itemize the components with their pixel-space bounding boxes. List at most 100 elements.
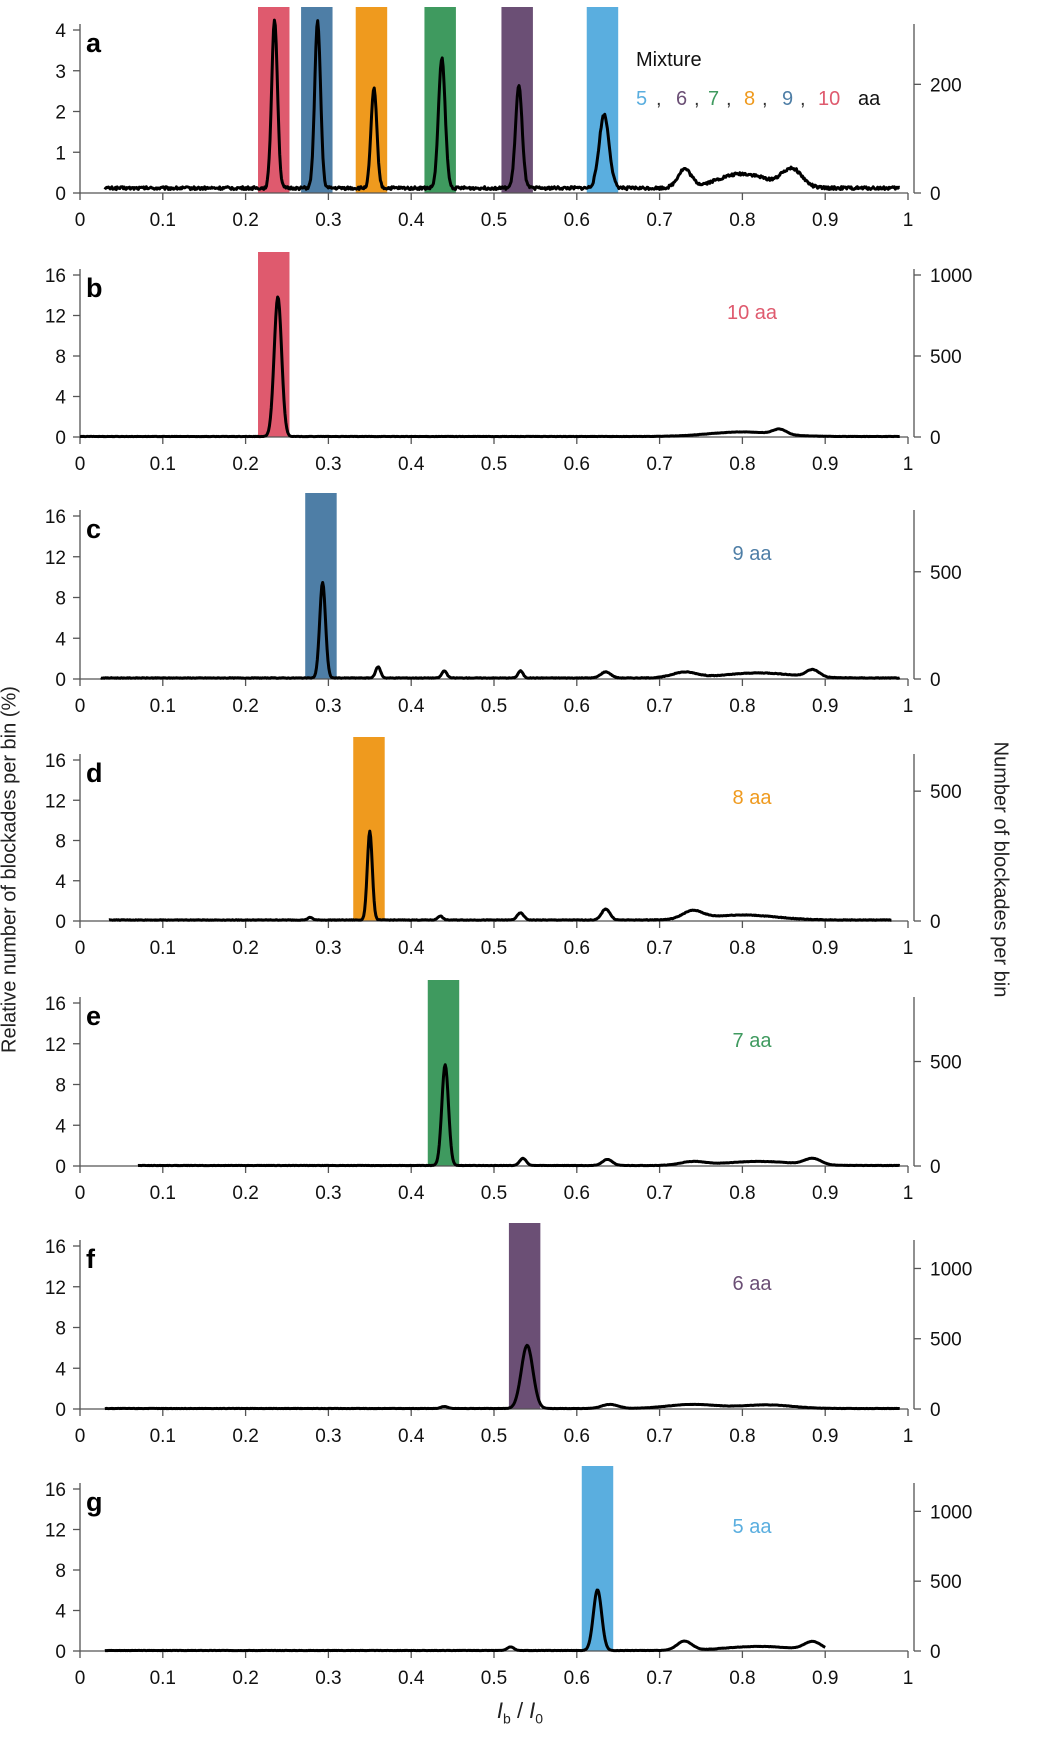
x-axis-title-i2: I [529,1698,536,1723]
x-tick-label: 0.7 [646,1426,672,1447]
panel-d: 0 4 8 12 16 0 500 0 0.1 0.2 0.3 0.4 0.5 0.6 0.7 0.8 0.9 1… [45,737,962,959]
x-tick-label: 0.4 [398,210,425,231]
trace-line [100,580,901,680]
left-y-tick-label: 4 [55,1359,66,1380]
panel-label: 9 aa [733,543,773,565]
band-5aa [586,7,619,193]
x-tick-label: 0.2 [232,210,258,231]
x-tick-label: 0.7 [646,454,672,475]
x-tick-label: 1 [903,696,914,717]
x-tick-label: 0.2 [232,454,258,475]
x-tick-label: 0.7 [646,938,672,959]
x-tick-label: 1 [903,1668,914,1689]
x-tick-label: 0.9 [812,1183,838,1204]
x-tick-label: 0.9 [812,1426,838,1447]
left-y-tick-label: 1 [55,143,66,164]
right-y-tick-label: 500 [930,1053,962,1074]
left-y-tick-label: 4 [55,1116,66,1137]
left-y-tick-label: 16 [45,1480,66,1501]
right-y-tick-label: 500 [930,1572,962,1593]
trace-line [104,1343,901,1411]
x-tick-label: 0.1 [150,696,176,717]
panel-letter: b [86,273,103,303]
trace-line [108,829,893,922]
x-tick-label: 0.1 [150,1426,176,1447]
x-tick-label: 0.6 [564,1183,590,1204]
x-tick-label: 0.3 [315,1668,341,1689]
x-tick-label: 0.4 [398,1668,425,1689]
trace-line [137,1063,901,1168]
left-y-tick-label: 16 [45,994,66,1015]
x-tick-label: 0.6 [564,1668,590,1689]
right-y-tick-label: 500 [930,563,962,584]
x-tick-label: 0.2 [232,1426,258,1447]
x-tick-label: 0.3 [315,1183,341,1204]
panel-e: 0 4 8 12 16 0 500 0 0.1 0.2 0.3 0.4 0.5 0.6 0.7 0.8 0.9 1… [45,980,962,1204]
left-y-tick-label: 4 [55,388,66,409]
mixture-item: , [726,88,732,110]
x-tick-label: 0.6 [564,696,590,717]
right-y-tick-label: 500 [930,347,962,368]
mixture-item: aa [858,88,881,110]
x-tick-label: 0.6 [564,210,590,231]
x-tick-label: 0.2 [232,696,258,717]
mixture-legend: Mixture 5, 6, 7, 8, 9, 10 aa [636,49,881,110]
x-tick-label: 0 [75,1668,86,1689]
x-tick-label: 1 [903,1183,914,1204]
x-axis-title-sep: / [510,1698,530,1723]
x-tick-label: 0.5 [481,210,507,231]
x-tick-label: 0.4 [398,696,425,717]
left-y-tick-label: 8 [55,347,66,368]
x-tick-label: 0.3 [315,938,341,959]
right-y-tick-label: 1000 [930,1502,972,1523]
left-y-tick-label: 12 [45,548,66,569]
x-tick-label: 0.1 [150,938,176,959]
x-tick-label: 0.2 [232,1668,258,1689]
panel-label: 10 aa [727,302,778,324]
left-y-tick-label: 8 [55,1319,66,1340]
x-tick-label: 0.7 [646,1668,672,1689]
right-y-tick-label: 500 [930,1330,962,1351]
x-tick-label: 0.1 [150,454,176,475]
left-y-tick-label: 12 [45,1035,66,1056]
x-tick-label: 0.5 [481,454,507,475]
panel-letter: g [86,1487,103,1517]
x-tick-label: 0 [75,1426,86,1447]
left-y-tick-label: 12 [45,1278,66,1299]
trace-line [104,1588,826,1653]
left-y-tick-label: 8 [55,1076,66,1097]
x-tick-label: 1 [903,938,914,959]
left-y-tick-label: 2 [55,103,66,124]
panel-letter: a [86,28,102,58]
x-tick-label: 0 [75,696,86,717]
left-y-tick-label: 12 [45,1521,66,1542]
x-axis-title-i: I [496,1698,504,1723]
x-tick-label: 1 [903,454,914,475]
x-tick-label: 0.1 [150,210,176,231]
x-tick-label: 0.4 [398,938,425,959]
left-y-tick-label: 16 [45,507,66,528]
x-tick-label: 0.8 [729,454,755,475]
trace-line [79,295,901,439]
x-tick-label: 0.8 [729,1426,755,1447]
right-y-tick-label: 200 [930,75,962,96]
x-tick-label: 0.7 [646,696,672,717]
x-tick-label: 0.7 [646,210,672,231]
x-tick-label: 0.2 [232,1183,258,1204]
x-axis-title-sub-b: b [503,1710,511,1727]
right-y-axis-title: Number of blockades per bin [989,741,1012,998]
x-tick-label: 0.9 [812,210,838,231]
left-y-tick-label: 8 [55,1561,66,1582]
x-tick-label: 0.3 [315,1426,341,1447]
left-y-tick-label: 0 [55,184,66,205]
band-5aa [581,1466,614,1651]
left-y-tick-label: 0 [55,1642,66,1663]
panel-label: 8 aa [733,787,773,809]
panel-letter: c [86,514,101,544]
x-tick-label: 0.4 [398,1183,425,1204]
right-y-tick-label: 0 [930,670,941,691]
right-y-tick-label: 1000 [930,266,972,287]
left-y-tick-label: 8 [55,589,66,610]
